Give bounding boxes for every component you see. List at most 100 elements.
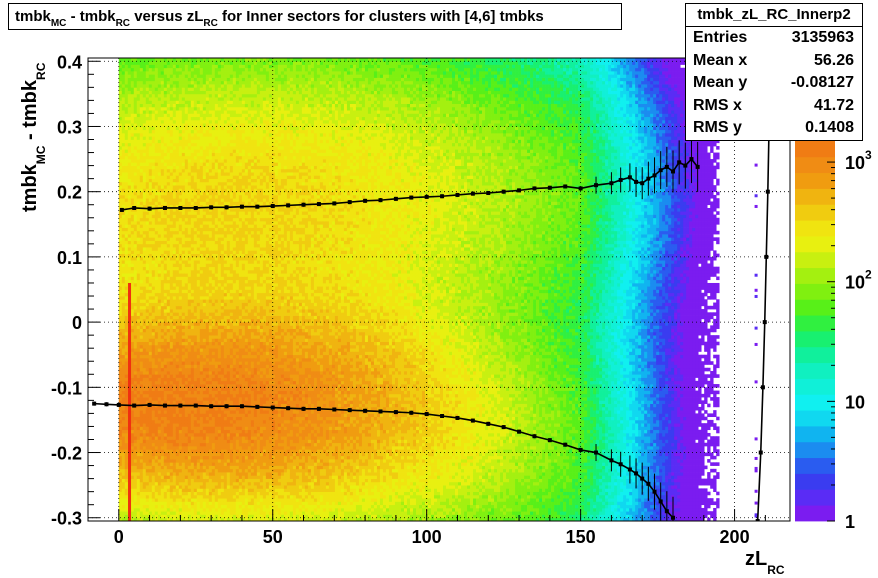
heatmap-cell — [124, 344, 129, 349]
heatmap-cell — [196, 364, 201, 369]
heatmap-cell — [124, 442, 129, 447]
heatmap-cell — [148, 514, 153, 519]
heatmap-cell — [166, 207, 171, 212]
heatmap-cell — [193, 348, 198, 352]
heatmap-cell — [142, 119, 147, 124]
heatmap-cell — [142, 511, 147, 515]
heatmap-cell — [208, 475, 213, 479]
heatmap-cell — [169, 514, 174, 519]
heatmap-cell — [187, 279, 192, 284]
heatmap-cell — [157, 413, 162, 418]
heatmap-cell — [160, 64, 165, 69]
heatmap-cell — [202, 103, 207, 108]
heatmap-cell — [217, 446, 222, 450]
heatmap-cell — [181, 364, 186, 369]
heatmap-cell — [133, 263, 138, 268]
heatmap-cell — [181, 139, 186, 144]
heatmap-cell — [220, 201, 225, 206]
heatmap-cell — [121, 279, 126, 284]
heatmap-cell — [151, 165, 156, 170]
heatmap-cell — [211, 103, 216, 108]
heatmap-cell — [175, 426, 180, 431]
heatmap-cell — [148, 341, 153, 346]
heatmap-cell — [172, 413, 177, 418]
heatmap-cell — [208, 325, 213, 329]
heatmap-cell — [118, 175, 123, 179]
heatmap-cell — [145, 292, 150, 297]
heatmap-cell — [163, 507, 168, 512]
heatmap-cell — [139, 377, 144, 382]
heatmap-cell — [154, 84, 159, 88]
heatmap-cell — [217, 419, 222, 424]
heatmap-cell — [184, 315, 189, 320]
heatmap-cell — [136, 305, 141, 310]
heatmap-cell — [217, 331, 222, 336]
heatmap-cell — [190, 126, 195, 131]
heatmap-cell — [211, 221, 216, 225]
heatmap-cell — [205, 341, 210, 346]
heatmap-cell — [190, 429, 195, 434]
heatmap-cell — [157, 432, 162, 437]
heatmap-cell — [172, 387, 177, 391]
heatmap-cell — [187, 406, 192, 411]
heatmap-cell — [136, 465, 141, 470]
heatmap-cell — [211, 136, 216, 140]
heatmap-cell — [172, 253, 177, 258]
heatmap-cell — [121, 185, 126, 189]
heatmap-cell — [145, 322, 150, 326]
heatmap-cell — [121, 230, 126, 235]
heatmap-cell — [172, 106, 177, 111]
heatmap-cell — [181, 168, 186, 173]
heatmap-cell — [124, 90, 129, 95]
heatmap-cell — [121, 93, 126, 98]
heatmap-cell — [220, 367, 225, 372]
heatmap-cell — [145, 309, 150, 313]
heatmap-cell — [118, 123, 123, 127]
heatmap-cell — [124, 269, 129, 274]
heatmap-cell — [157, 449, 162, 453]
heatmap-cell — [193, 488, 198, 492]
heatmap-cell — [166, 159, 171, 163]
heatmap-cell — [133, 250, 138, 254]
heatmap-cell — [148, 253, 153, 258]
heatmap-cell — [196, 250, 201, 254]
heatmap-cell — [151, 419, 156, 424]
heatmap-cell — [130, 106, 135, 111]
heatmap-cell — [187, 90, 192, 95]
heatmap-cell — [166, 517, 171, 521]
heatmap-cell — [148, 234, 153, 238]
heatmap-cell — [220, 185, 225, 189]
heatmap-cell — [163, 250, 168, 254]
heatmap-cell — [133, 172, 138, 176]
heatmap-cell — [169, 165, 174, 170]
heatmap-cell — [154, 419, 159, 424]
heatmap-cell — [154, 93, 159, 98]
heatmap-cell — [154, 501, 159, 506]
heatmap-cell — [124, 237, 129, 241]
heatmap-cell — [166, 491, 171, 496]
heatmap-cell — [118, 413, 123, 418]
heatmap-cell — [163, 309, 168, 313]
heatmap-cell — [214, 390, 219, 395]
heatmap-cell — [160, 142, 165, 147]
heatmap-cell — [157, 459, 162, 463]
heatmap-cell — [133, 315, 138, 320]
heatmap-cell — [136, 273, 141, 277]
heatmap-cell — [136, 282, 141, 287]
heatmap-cell — [196, 325, 201, 329]
heatmap-cell — [136, 472, 141, 476]
heatmap-cell — [181, 475, 186, 479]
heatmap-cell — [205, 501, 210, 506]
heatmap-cell — [211, 253, 216, 258]
heatmap-cell — [157, 93, 162, 98]
heatmap-cell — [118, 247, 123, 251]
heatmap-cell — [124, 168, 129, 173]
heatmap-cell — [181, 110, 186, 114]
heatmap-cell — [157, 504, 162, 509]
heatmap-cell — [220, 351, 225, 356]
heatmap-cell — [145, 247, 150, 251]
heatmap-cell — [172, 419, 177, 424]
heatmap-cell — [118, 397, 123, 401]
heatmap-cell — [172, 309, 177, 313]
heatmap-cell — [220, 80, 225, 85]
